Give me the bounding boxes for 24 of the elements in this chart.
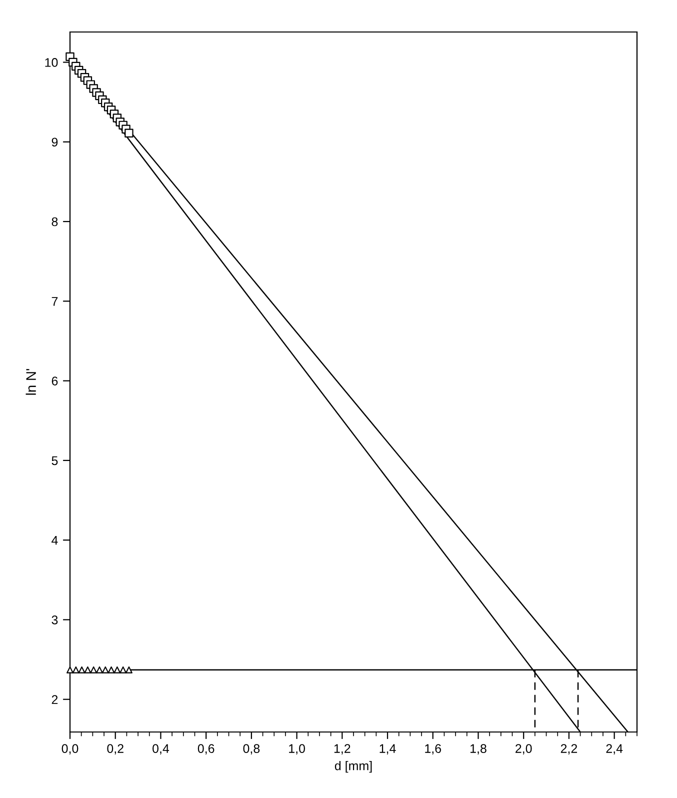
x-tick-label: 1,0: [289, 744, 305, 754]
y-tick-label: 8: [52, 217, 58, 226]
x-tick-label: 1,4: [380, 744, 396, 754]
x-tick-label: 2,2: [560, 744, 578, 754]
y-tick-label: 3: [52, 616, 58, 624]
y-tick-label: 7: [52, 297, 58, 306]
x-tick-label: 0,6: [198, 744, 214, 754]
x-tick-label: 0,4: [152, 744, 170, 754]
y-tick-label: 5: [52, 456, 58, 466]
y-axis-title: ln N': [26, 369, 36, 395]
x-tick-label: 2,4: [606, 744, 623, 754]
x-tick-label: 0,8: [243, 744, 260, 754]
x-tick-label: 2,0: [516, 744, 532, 754]
x-tick-label: 1,2: [334, 744, 350, 754]
y-tick-label: 6: [52, 376, 58, 386]
x-tick-label: 1,8: [470, 744, 486, 754]
x-tick-label: 1,6: [425, 744, 442, 754]
y-tick-label: 10: [45, 58, 58, 67]
y-tick-label: 2: [52, 695, 58, 704]
x-tick-label: 0,2: [107, 744, 124, 754]
x-axis-title: d [mm]: [334, 761, 372, 773]
y-tick-label: 9: [52, 138, 58, 147]
y-tick-label: 4: [52, 536, 58, 545]
x-tick-label: 0,0: [62, 744, 78, 754]
